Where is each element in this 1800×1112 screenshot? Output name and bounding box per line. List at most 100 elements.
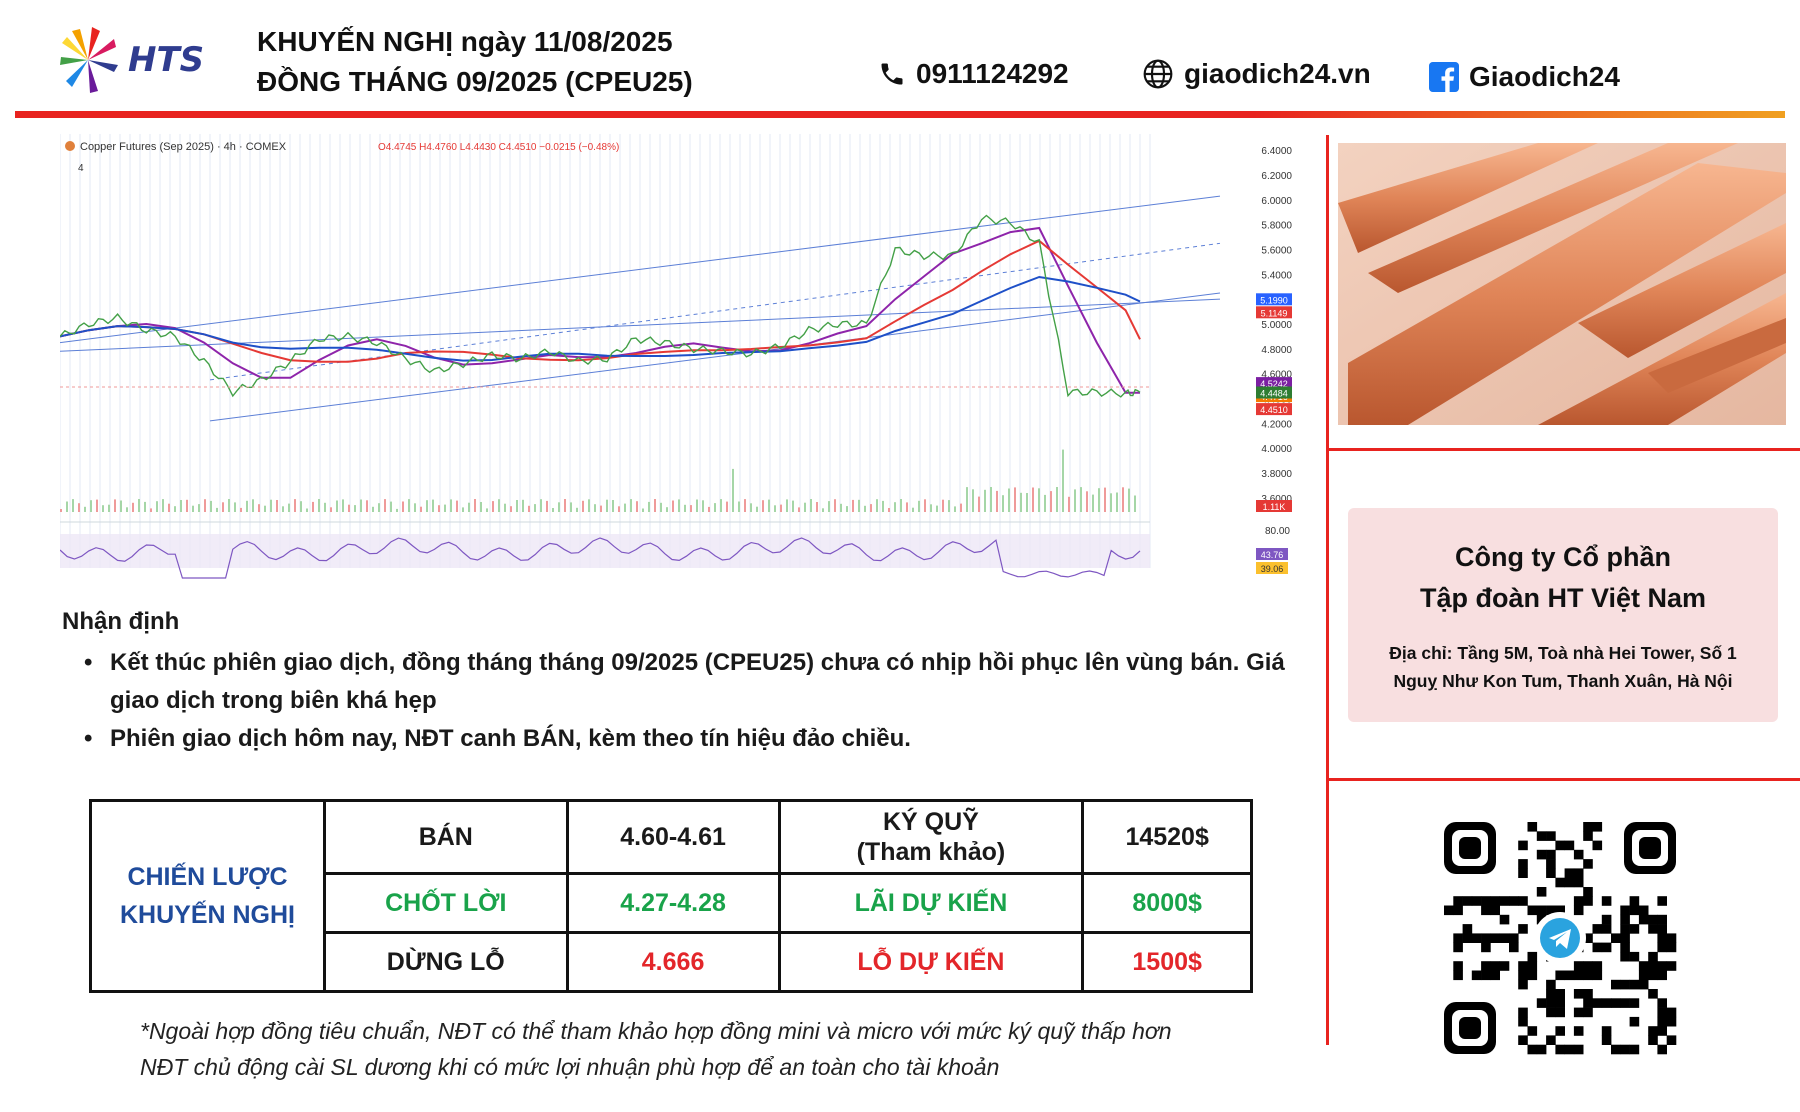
price-axis-tick: 6.0000 [1261, 196, 1292, 207]
channel-lower-line [209, 292, 1221, 422]
take-profit-action: CHỐT LỜI [323, 872, 569, 934]
rsi-badge [1256, 548, 1288, 560]
footnote-line1: *Ngoài hợp đồng tiêu chuẩn, NĐT có thể t… [140, 1018, 1172, 1044]
price-badge-label: 5.1990 [1260, 295, 1288, 305]
company-address-line2: Nguỵ Như Kon Tum, Thanh Xuân, Hà Nội [1393, 671, 1733, 691]
header-divider [15, 111, 1785, 118]
price-badge-label: 1.11K [1263, 502, 1286, 512]
company-name-line1: Công ty Cổ phần [1455, 542, 1671, 572]
take-profit-price: 4.27-4.28 [565, 872, 781, 934]
price-axis-tick: 5.8000 [1261, 221, 1292, 232]
ma-blue-line [59, 275, 1141, 362]
copper-bars-image [1338, 143, 1786, 425]
expected-profit-amount: 8000$ [1081, 872, 1253, 934]
strategy-header-line1: CHIẾN LƯỢC [127, 863, 288, 891]
company-name-line2: Tập đoàn HT Việt Nam [1419, 583, 1707, 613]
phone-icon [881, 63, 903, 85]
page-title: KHUYẾN NGHỊ ngày 11/08/2025 ĐỒNG THÁNG 0… [257, 22, 693, 102]
company-address: Địa chỉ: Tầng 5M, Toà nhà Hei Tower, Số … [1348, 639, 1778, 695]
price-axis-tick: 6.2000 [1261, 171, 1292, 182]
company-name: Công ty Cổ phần Tập đoàn HT Việt Nam [1348, 537, 1778, 619]
price-badge-label: 5.1149 [1261, 308, 1288, 318]
facebook-contact[interactable]: Giaodich24 [1429, 61, 1620, 93]
facebook-icon [1429, 62, 1459, 92]
price-axis-tick: 4.8000 [1261, 345, 1292, 356]
price-axis-tick: 5.0000 [1261, 320, 1292, 331]
indicator-count: 4 [78, 163, 84, 174]
ma-red-line [59, 239, 1141, 363]
analysis-bullet: Kết thúc phiên giao dịch, đồng tháng thá… [84, 644, 1312, 720]
sell-price: 4.60-4.61 [565, 799, 781, 875]
facebook-page[interactable]: Giaodich24 [1469, 61, 1620, 92]
strategy-header-line2: KHUYẾN NGHỊ [119, 901, 295, 929]
expected-profit-label: LÃI DỰ KIẾN [777, 872, 1085, 934]
company-address-line1: Địa chỉ: Tầng 5M, Toà nhà Hei Tower, Số … [1389, 643, 1737, 663]
phone-contact[interactable]: 0911124292 [878, 58, 1069, 90]
sell-action: BÁN [323, 799, 569, 875]
analysis-heading: Nhận định [62, 608, 180, 635]
price-badge [1256, 386, 1292, 399]
price-axis-tick: 4.6000 [1261, 370, 1292, 381]
price-axis-tick: 4.0000 [1261, 444, 1292, 455]
margin-label-line2: (Tham khảo) [856, 838, 1006, 866]
channel-upper-line [59, 195, 1221, 344]
hts-logo: HTS [58, 22, 208, 97]
phone-number[interactable]: 0911124292 [916, 58, 1069, 89]
analysis-bullet: Phiên giao dịch hôm nay, NĐT canh BÁN, k… [84, 720, 1312, 758]
margin-label-line1: KÝ QUỸ [883, 808, 979, 836]
stop-loss-price: 4.666 [565, 931, 781, 993]
right-divider-top [1326, 448, 1800, 451]
analysis-section: Nhận định Kết thúc phiên giao dịch, đồng… [62, 604, 1312, 758]
footnote: *Ngoài hợp đồng tiêu chuẩn, NĐT có thể t… [140, 1013, 1172, 1085]
copper-symbol-icon [65, 141, 75, 151]
expected-loss-amount: 1500$ [1081, 931, 1253, 993]
website-contact[interactable]: giaodich24.vn [1142, 58, 1371, 90]
footnote-line2: NĐT chủ động cài SL dương khi có mức lợi… [140, 1054, 1000, 1080]
channel-mid-line [209, 242, 1221, 381]
logo-text: HTS [128, 39, 205, 80]
chart-title: Copper Futures (Sep 2025) · 4h · COMEX [80, 141, 287, 153]
rsi-badge-label: 43.76 [1261, 550, 1284, 560]
price-series-line [59, 214, 1141, 398]
margin-label: KÝ QUỸ (Tham khảo) [777, 799, 1085, 875]
price-badge-label: 4.5242 [1260, 379, 1288, 389]
stop-loss-action: DỪNG LỖ [323, 931, 569, 993]
rsi-badge [1256, 562, 1288, 574]
strategy-table: CHIẾN LƯỢC KHUYẾN NGHỊ BÁN 4.60-4.61 KÝ … [89, 799, 1253, 993]
price-badge [1256, 377, 1292, 390]
title-line-contract: ĐỒNG THÁNG 09/2025 (CPEU25) [257, 66, 693, 97]
rsi-badge-label: 39.06 [1261, 564, 1284, 574]
strategy-header-cell: CHIẾN LƯỢC KHUYẾN NGHỊ [89, 799, 326, 993]
price-axis-tick: 5.6000 [1261, 246, 1292, 257]
right-divider-bottom [1326, 778, 1800, 781]
hts-flower-icon [60, 26, 118, 93]
telegram-qr-code[interactable] [1440, 818, 1680, 1058]
price-badge [1256, 293, 1292, 306]
website-link[interactable]: giaodich24.vn [1184, 58, 1371, 89]
price-axis-tick: 4.2000 [1261, 419, 1292, 430]
globe-icon [1143, 59, 1173, 89]
rsi-axis-tick: 80.00 [1265, 526, 1290, 537]
price-axis-tick: 6.4000 [1261, 146, 1292, 157]
qr-finder-bottom-left [1444, 1002, 1496, 1054]
rsi-line [59, 537, 1141, 579]
price-chart[interactable]: 6.40006.20006.00005.80005.60005.40005.20… [59, 134, 1300, 594]
right-column-divider [1326, 135, 1329, 1045]
ohlc-readout: O4.4745 H4.4760 L4.4430 C4.4510 −0.0215 … [378, 142, 619, 153]
price-badge [1256, 306, 1292, 319]
price-axis-tick: 3.8000 [1261, 469, 1292, 480]
qr-finder-top-right [1624, 822, 1676, 874]
price-badge-label: 4.4510 [1260, 405, 1288, 415]
price-axis-tick: 3.6000 [1261, 494, 1292, 505]
title-line-date: KHUYẾN NGHỊ ngày 11/08/2025 [257, 26, 673, 57]
channel-inner-line [59, 298, 1221, 352]
telegram-icon [1540, 918, 1580, 958]
price-badge-label: 4.4484 [1260, 389, 1288, 399]
chart-svg: 6.40006.20006.00005.80005.60005.40005.20… [59, 134, 1300, 594]
price-badge [1256, 403, 1292, 416]
analysis-list: Kết thúc phiên giao dịch, đồng tháng thá… [84, 644, 1312, 758]
qr-finder-top-left [1444, 822, 1496, 874]
margin-amount: 14520$ [1081, 799, 1253, 875]
company-info-card: Công ty Cổ phần Tập đoàn HT Việt Nam Địa… [1348, 508, 1778, 722]
price-badge [1256, 500, 1292, 512]
